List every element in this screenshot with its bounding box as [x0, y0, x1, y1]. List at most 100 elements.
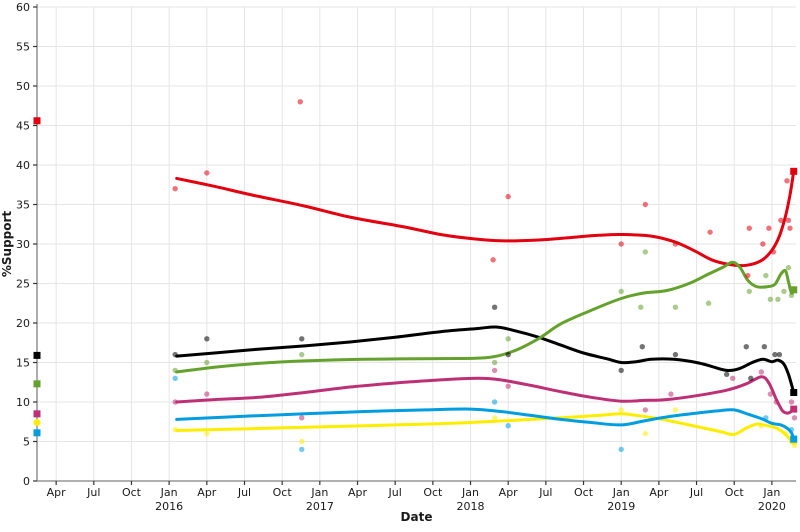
- x-year-label: 2017: [306, 500, 334, 513]
- poll-dot-SPD: [172, 186, 178, 192]
- y-tick-label: 5: [23, 436, 30, 449]
- poll-dots: [172, 99, 798, 453]
- poll-dot-CDU: [299, 336, 305, 342]
- poll-dot-GRUENE: [638, 304, 644, 310]
- x-tick-label: Jul: [86, 486, 100, 499]
- x-tick-label: Oct: [574, 486, 594, 499]
- x-year-label: 2019: [607, 500, 635, 513]
- election-markers: [33, 117, 798, 445]
- poll-dot-AfD: [491, 399, 498, 405]
- election-marker-CDU: [33, 351, 41, 359]
- election-marker-CDU: [790, 389, 798, 397]
- poll-dot-FDP: [172, 426, 178, 433]
- poll-dot-SPD: [642, 201, 649, 208]
- poll-dot-LINKE: [773, 399, 780, 405]
- poll-dot-GRUENE: [505, 336, 511, 342]
- poll-dot-GRUENE: [788, 292, 795, 299]
- poll-dot-CDU: [776, 351, 783, 358]
- poll-dot-AfD: [763, 415, 769, 421]
- poll-dot-AfD: [299, 446, 305, 453]
- poll-dot-SPD: [785, 217, 792, 223]
- y-tick-label: 45: [16, 120, 30, 133]
- y-axis-title: %Support: [0, 211, 14, 278]
- y-tick-label: 10: [16, 396, 30, 409]
- poll-dot-AfD: [505, 423, 511, 429]
- poll-dot-SPD: [760, 241, 766, 247]
- x-tick-label: Jul: [689, 486, 703, 499]
- x-tick-label: Apr: [649, 486, 669, 499]
- poll-dot-FDP: [299, 438, 305, 445]
- x-tick-label: Jan: [762, 486, 780, 499]
- poll-dot-GRUENE: [204, 359, 210, 366]
- gridlines: [37, 6, 796, 482]
- x-tick-label: Apr: [197, 486, 217, 499]
- poll-dot-SPD: [707, 229, 713, 235]
- poll-dot-LINKE: [505, 383, 511, 389]
- poll-dot-FDP: [642, 430, 649, 437]
- poll-dot-GRUENE: [767, 296, 774, 302]
- poll-dot-SPD: [297, 99, 303, 105]
- poll-dot-LINKE: [791, 415, 798, 421]
- x-tick-label: Oct: [423, 486, 443, 499]
- x-tick-label: Jul: [237, 486, 251, 499]
- poll-dot-CDU: [743, 344, 749, 350]
- poll-dot-GRUENE: [672, 304, 679, 310]
- x-tick-label: Jan: [461, 486, 479, 499]
- poll-dot-LINKE: [642, 407, 649, 413]
- poll-dot-CDU: [491, 304, 498, 310]
- poll-dot-GRUENE: [746, 288, 752, 295]
- x-tick-label: Oct: [273, 486, 293, 499]
- poll-dot-SPD: [787, 225, 793, 231]
- y-tick-label: 55: [16, 41, 30, 54]
- election-marker-SPD: [790, 167, 798, 175]
- poll-dot-CDU: [618, 367, 624, 374]
- x-tick-label: Jul: [538, 486, 552, 499]
- poll-dot-FDP: [672, 407, 679, 413]
- poll-dot-LINKE: [299, 415, 305, 421]
- y-tick-label: 35: [16, 199, 30, 212]
- poll-dot-CDU: [772, 351, 778, 358]
- poll-dot-SPD: [618, 241, 624, 247]
- x-tick-label: Jan: [612, 486, 630, 499]
- poll-dot-GRUENE: [781, 288, 787, 295]
- y-tick-label: 20: [16, 317, 30, 330]
- poll-dot-GRUENE: [775, 296, 781, 302]
- y-tick-label: 15: [16, 357, 30, 370]
- poll-dot-GRUENE: [763, 272, 769, 279]
- poll-dot-LINKE: [172, 399, 178, 405]
- poll-dot-LINKE: [730, 375, 736, 381]
- trend-line-GRUENE: [175, 260, 796, 374]
- y-tick-label: 60: [16, 1, 30, 14]
- poll-dot-GRUENE: [299, 351, 305, 358]
- election-marker-GRUENE: [790, 286, 798, 294]
- poll-dot-FDP: [618, 407, 624, 413]
- poll-dot-CDU: [761, 344, 768, 350]
- x-tick-label: Oct: [725, 486, 745, 499]
- poll-dot-SPD: [766, 225, 772, 231]
- election-marker-AfD: [790, 435, 798, 443]
- poll-dot-LINKE: [788, 399, 795, 405]
- y-tick-label: 30: [16, 238, 30, 251]
- poll-dot-LINKE: [491, 367, 498, 374]
- poll-dot-GRUENE: [785, 265, 792, 271]
- poll-dot-CDU: [505, 351, 511, 358]
- poll-dot-CDU: [723, 371, 730, 378]
- x-year-label: 2016: [155, 500, 183, 513]
- poll-dot-CDU: [204, 336, 210, 342]
- poll-dot-SPD: [770, 249, 777, 255]
- x-tick-label: Apr: [499, 486, 519, 499]
- election-marker-LINKE: [33, 410, 41, 418]
- poll-dot-LINKE: [668, 391, 674, 397]
- election-marker-LINKE: [790, 405, 798, 413]
- poll-dot-CDU: [172, 351, 178, 358]
- poll-dot-LINKE: [767, 391, 774, 397]
- x-axis-title: Date: [401, 510, 433, 524]
- poll-dot-SPD: [784, 178, 790, 184]
- x-year-label: 2018: [457, 500, 485, 513]
- x-tick-label: Jan: [160, 486, 178, 499]
- poll-dot-SPD: [204, 170, 210, 176]
- poll-dot-GRUENE: [172, 367, 178, 374]
- election-marker-SPD: [33, 117, 41, 125]
